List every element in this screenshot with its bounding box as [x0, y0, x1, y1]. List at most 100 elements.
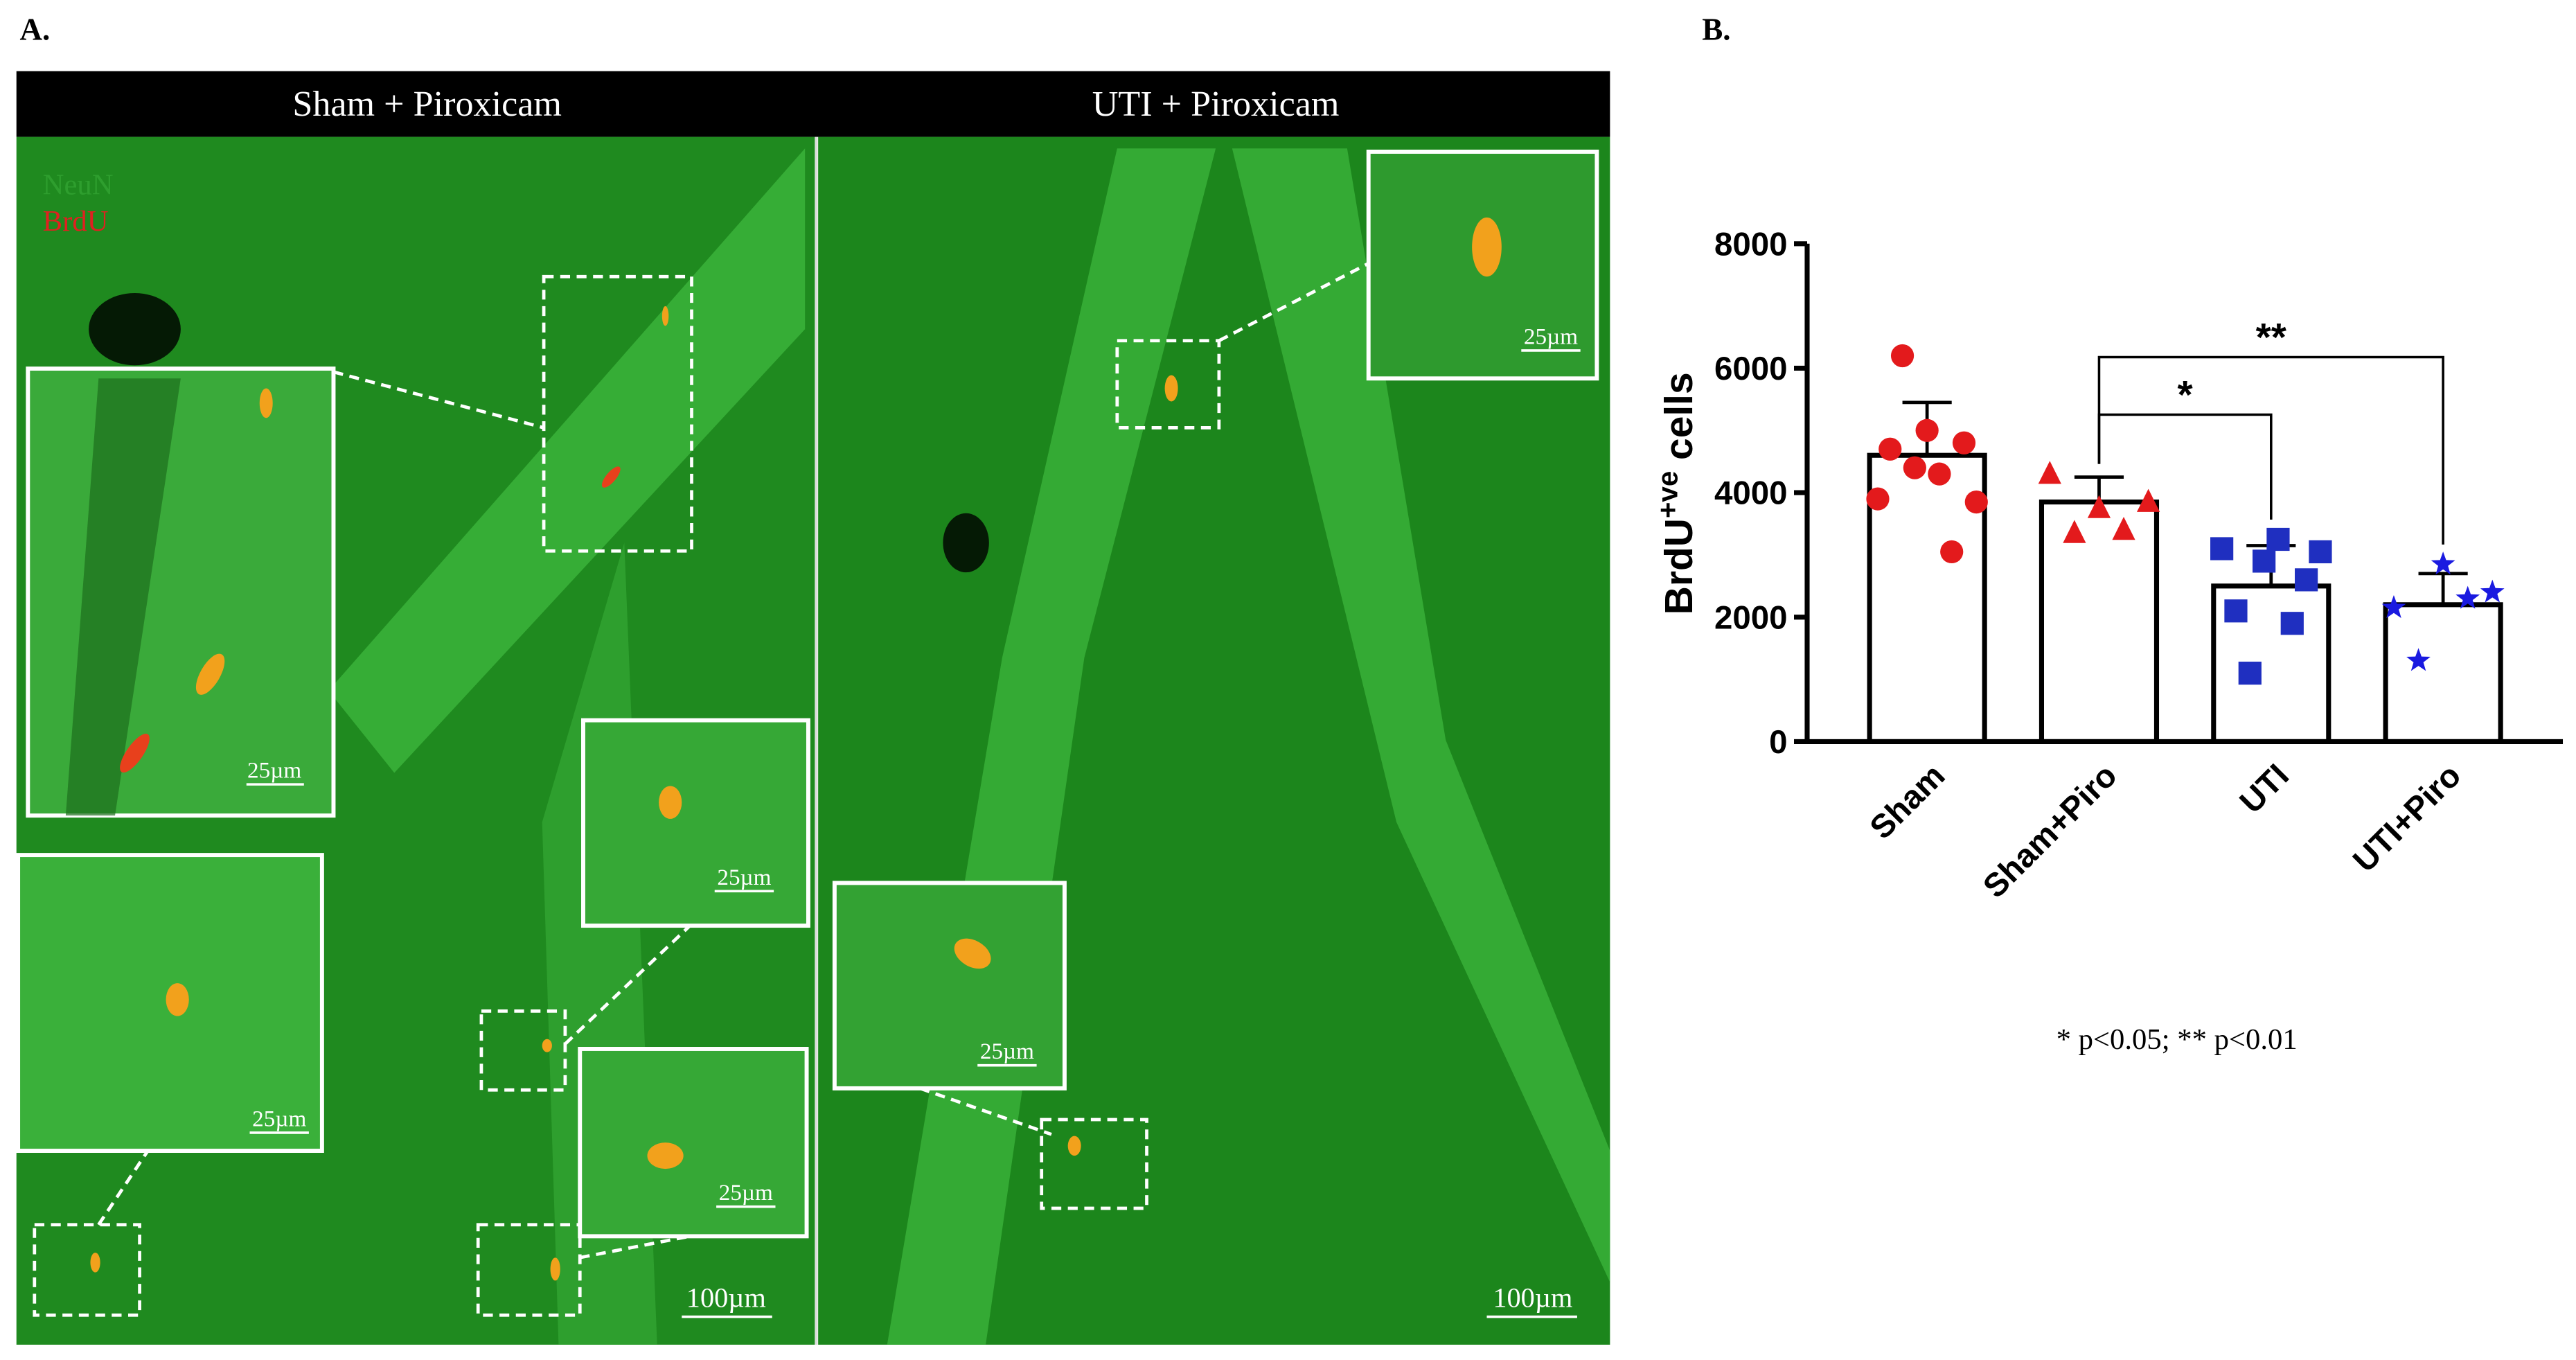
data-point: [2480, 579, 2505, 603]
bar: [2383, 602, 2503, 745]
significance-label: **: [2256, 315, 2287, 360]
data-point: [2137, 488, 2160, 512]
data-point: [2087, 495, 2111, 518]
scale-label: 100µm: [686, 1282, 766, 1313]
data-point: [2112, 517, 2135, 540]
data-point: [1928, 462, 1951, 486]
cell: [259, 388, 273, 418]
cell: [1067, 1136, 1081, 1156]
scale-label: 25µm: [252, 1106, 306, 1131]
cell: [542, 1039, 552, 1052]
y-axis-label: BrdU+ve cells: [1652, 372, 1701, 615]
insets: [16, 149, 1599, 1239]
scale-label: 25µm: [247, 758, 301, 784]
significance-label: *: [2178, 373, 2194, 417]
cell: [647, 1142, 684, 1169]
column-title: Sham + Piroxicam: [292, 85, 562, 124]
cell: [661, 306, 669, 326]
data-point: [2295, 568, 2318, 592]
cell: [659, 786, 682, 819]
y-tick-label: 2000: [1714, 599, 1788, 636]
y-tick-label: 4000: [1714, 475, 1788, 512]
roi-box: [1115, 339, 1221, 430]
data-point: [2455, 585, 2480, 609]
data-point: [2253, 549, 2276, 573]
data-point: [2238, 662, 2262, 685]
scale-label: 100µm: [1493, 1282, 1572, 1313]
cell: [195, 653, 225, 695]
cell: [166, 983, 189, 1016]
data-point: [1878, 437, 1902, 461]
data-point: [2431, 551, 2455, 575]
data-point: [2210, 537, 2234, 560]
bar-chart: 0 2000 4000 6000 8000 Sham Sham+Piro UTI UTI+Pir…: [1714, 226, 2564, 906]
data-point: [1964, 490, 1988, 514]
x-tick-label: Sham: [1863, 757, 1953, 847]
cell-layer: [1232, 148, 1610, 1282]
cell: [601, 466, 621, 488]
inset-cells: [65, 217, 1502, 1169]
brdu-cells: [90, 306, 1178, 1281]
cell: [90, 1253, 100, 1273]
data-point: [2063, 520, 2086, 543]
x-tick-label: UTI+Piro: [2346, 757, 2468, 879]
panel-label: A.: [19, 12, 50, 47]
y-label-rest: cells: [1657, 372, 1701, 470]
scale-label: 25µm: [719, 1180, 773, 1206]
cell: [120, 734, 150, 773]
inset: [581, 718, 810, 928]
y-tick-label: 8000: [1714, 226, 1788, 263]
data-point: [2224, 599, 2248, 623]
dark-band: [65, 378, 181, 816]
vessel: [943, 513, 989, 573]
data-point: [2381, 595, 2406, 619]
x-tick-label: UTI: [2233, 757, 2296, 820]
data-point: [1866, 487, 1890, 511]
roi-box: [479, 1009, 567, 1092]
data-point: [2280, 612, 2304, 635]
data-point: [1915, 418, 1939, 442]
data-point: [2406, 648, 2431, 671]
column-title: UTI + Piroxicam: [1092, 85, 1340, 124]
bar: [2038, 500, 2160, 745]
legend-brdu: BrdU: [43, 205, 109, 238]
scale-label: 25µm: [1524, 324, 1578, 349]
footnote: * p<0.05; ** p<0.01: [2057, 1023, 2298, 1056]
roi-box: [542, 274, 693, 553]
x-tick-label: Sham+Piro: [1976, 757, 2124, 906]
cell-layer: [328, 148, 806, 773]
y-label-sup: +ve: [1652, 471, 1684, 518]
connector: [579, 1235, 691, 1260]
cell: [1164, 375, 1178, 402]
y-tick-label: 0: [1769, 724, 1787, 761]
inset: [578, 1047, 809, 1239]
cell: [1472, 217, 1502, 277]
roi-box: [476, 1223, 582, 1317]
roi-box: [33, 1223, 141, 1317]
dashed-boxes: [33, 262, 1369, 1317]
header-bar: [16, 71, 1610, 137]
data-point: [2309, 540, 2332, 564]
scale-label: 25µm: [717, 865, 771, 890]
panel-label: B.: [1702, 12, 1730, 47]
connector: [1218, 262, 1369, 342]
scale-label: 25µm: [980, 1039, 1034, 1064]
scale-bars: [246, 349, 1581, 1318]
inset: [832, 881, 1067, 1090]
data-point: [1903, 456, 1926, 479]
legend-neun: NeuN: [43, 169, 114, 202]
data-point: [2266, 527, 2290, 551]
roi-box: [1040, 1118, 1148, 1210]
data-point: [1952, 431, 1976, 454]
connector: [97, 1149, 150, 1226]
cell: [954, 938, 991, 969]
data-point: [1890, 344, 1915, 368]
cell: [550, 1257, 560, 1281]
y-tick-label: 6000: [1714, 351, 1788, 387]
connector: [919, 1086, 1052, 1136]
connector: [564, 924, 691, 1045]
vessel: [89, 292, 181, 366]
y-label-base: BrdU: [1657, 518, 1701, 615]
data-point: [1940, 540, 1964, 564]
